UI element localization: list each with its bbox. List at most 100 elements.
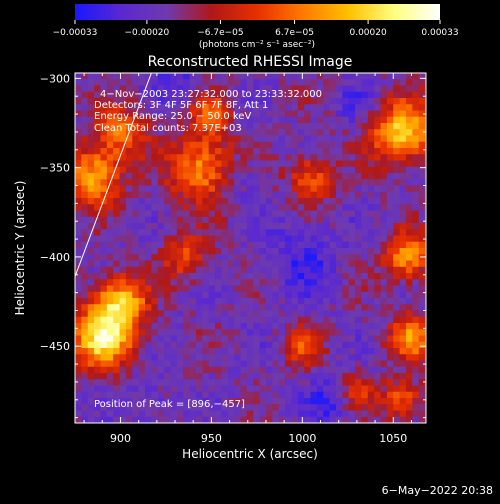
image-pixel bbox=[323, 279, 331, 286]
image-pixel bbox=[361, 254, 369, 261]
image-pixel bbox=[374, 310, 381, 318]
image-pixel bbox=[75, 91, 82, 99]
image-pixel bbox=[138, 160, 146, 168]
image-pixel bbox=[304, 341, 311, 349]
image-pixel bbox=[399, 79, 407, 86]
image-pixel bbox=[355, 110, 362, 118]
image-pixel bbox=[405, 260, 413, 268]
image-pixel bbox=[393, 210, 401, 218]
colorbar-units: (photons cm⁻² s⁻¹ asec⁻²) bbox=[199, 40, 315, 50]
image-pixel bbox=[208, 279, 216, 286]
y-tick-label: −450 bbox=[40, 340, 70, 353]
image-pixel bbox=[272, 229, 280, 236]
image-pixel bbox=[386, 335, 394, 343]
image-pixel bbox=[323, 110, 331, 118]
image-pixel bbox=[202, 229, 210, 236]
image-pixel bbox=[234, 254, 241, 261]
image-pixel bbox=[100, 248, 108, 255]
image-pixel bbox=[272, 354, 280, 361]
image-pixel bbox=[310, 304, 318, 311]
image-pixel bbox=[87, 223, 95, 230]
image-pixel bbox=[323, 241, 331, 249]
image-pixel bbox=[278, 285, 286, 293]
image-pixel bbox=[355, 210, 362, 218]
image-pixel bbox=[316, 241, 324, 249]
image-pixel bbox=[412, 416, 420, 423]
image-pixel bbox=[272, 129, 280, 136]
image-pixel bbox=[399, 104, 407, 111]
image-pixel bbox=[253, 129, 260, 136]
image-pixel bbox=[125, 416, 133, 423]
image-pixel bbox=[253, 179, 260, 186]
image-pixel bbox=[208, 323, 216, 330]
image-pixel bbox=[87, 73, 95, 80]
image-pixel bbox=[265, 123, 273, 130]
image-pixel bbox=[100, 73, 108, 80]
image-pixel bbox=[215, 385, 222, 393]
image-pixel bbox=[348, 360, 356, 368]
image-pixel bbox=[138, 229, 146, 236]
image-pixel bbox=[157, 385, 165, 393]
image-pixel bbox=[259, 98, 267, 105]
image-pixel bbox=[355, 348, 362, 355]
image-pixel bbox=[386, 85, 394, 93]
image-pixel bbox=[335, 404, 343, 411]
image-pixel bbox=[151, 385, 159, 393]
image-pixel bbox=[278, 79, 286, 86]
image-pixel bbox=[386, 166, 394, 174]
image-pixel bbox=[100, 404, 108, 411]
image-pixel bbox=[176, 185, 184, 193]
image-pixel bbox=[195, 266, 203, 274]
image-pixel bbox=[240, 166, 248, 174]
image-pixel bbox=[393, 379, 401, 386]
image-pixel bbox=[100, 235, 108, 243]
image-pixel bbox=[304, 385, 311, 393]
image-pixel bbox=[113, 73, 120, 80]
image-pixel bbox=[81, 91, 89, 99]
image-pixel bbox=[151, 160, 159, 168]
image-pixel bbox=[291, 91, 299, 99]
image-pixel bbox=[329, 304, 337, 311]
image-pixel bbox=[100, 229, 108, 236]
image-pixel bbox=[297, 266, 305, 274]
image-pixel bbox=[202, 291, 210, 299]
image-pixel bbox=[195, 298, 203, 305]
image-pixel bbox=[316, 179, 324, 186]
image-pixel bbox=[189, 160, 197, 168]
image-pixel bbox=[374, 279, 381, 286]
image-pixel bbox=[202, 266, 210, 274]
image-pixel bbox=[227, 385, 235, 393]
image-pixel bbox=[253, 329, 260, 336]
image-pixel bbox=[374, 98, 381, 105]
image-pixel bbox=[145, 335, 152, 343]
image-pixel bbox=[348, 348, 356, 355]
image-pixel bbox=[240, 85, 248, 93]
image-pixel bbox=[202, 366, 210, 374]
image-pixel bbox=[380, 341, 388, 349]
image-pixel bbox=[113, 341, 120, 349]
image-pixel bbox=[412, 79, 420, 86]
image-pixel bbox=[119, 273, 127, 280]
image-pixel bbox=[355, 416, 362, 423]
image-pixel bbox=[335, 91, 343, 99]
image-pixel bbox=[285, 204, 292, 211]
image-pixel bbox=[374, 254, 381, 261]
image-pixel bbox=[157, 266, 165, 274]
image-pixel bbox=[405, 173, 413, 180]
image-pixel bbox=[367, 310, 375, 318]
image-pixel bbox=[145, 223, 152, 230]
image-pixel bbox=[316, 335, 324, 343]
image-pixel bbox=[393, 116, 401, 124]
image-pixel bbox=[240, 360, 248, 368]
image-pixel bbox=[151, 79, 159, 86]
image-pixel bbox=[221, 391, 229, 399]
image-pixel bbox=[176, 291, 184, 299]
image-pixel bbox=[81, 223, 89, 230]
image-pixel bbox=[323, 416, 331, 423]
image-pixel bbox=[151, 191, 159, 199]
image-pixel bbox=[310, 310, 318, 318]
image-pixel bbox=[342, 348, 350, 355]
image-pixel bbox=[221, 279, 229, 286]
image-pixel bbox=[253, 123, 260, 130]
image-pixel bbox=[412, 179, 420, 186]
